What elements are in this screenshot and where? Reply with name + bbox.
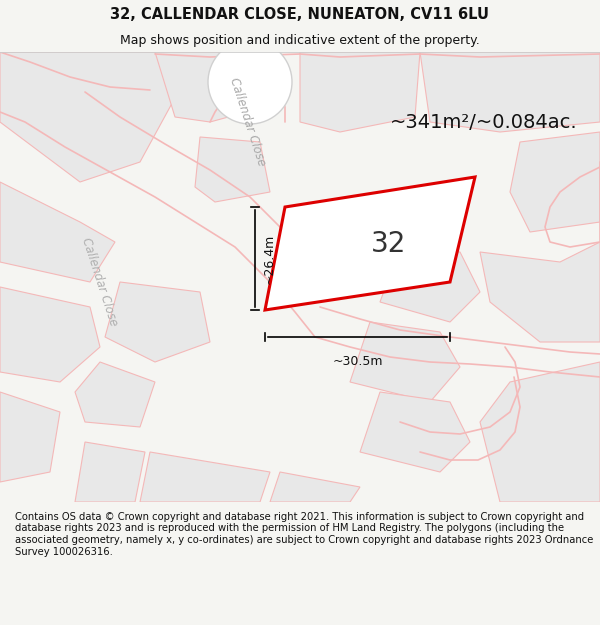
Text: Callendar Close: Callendar Close xyxy=(80,236,121,328)
Text: Contains OS data © Crown copyright and database right 2021. This information is : Contains OS data © Crown copyright and d… xyxy=(15,512,593,557)
Polygon shape xyxy=(350,322,460,402)
Polygon shape xyxy=(380,247,480,322)
Point xyxy=(0,498,5,506)
Text: 32, CALLENDAR CLOSE, NUNEATON, CV11 6LU: 32, CALLENDAR CLOSE, NUNEATON, CV11 6LU xyxy=(110,7,490,22)
Polygon shape xyxy=(75,362,155,427)
Point xyxy=(0,498,5,505)
Polygon shape xyxy=(155,52,270,122)
Text: ~30.5m: ~30.5m xyxy=(332,355,383,368)
Text: ~341m²/~0.084ac.: ~341m²/~0.084ac. xyxy=(390,113,578,132)
Text: ~26.4m: ~26.4m xyxy=(263,233,276,284)
Polygon shape xyxy=(420,52,600,132)
Polygon shape xyxy=(195,137,270,202)
Polygon shape xyxy=(510,132,600,232)
Polygon shape xyxy=(105,282,210,362)
Polygon shape xyxy=(270,472,360,502)
Polygon shape xyxy=(480,362,600,502)
Polygon shape xyxy=(75,442,145,502)
Polygon shape xyxy=(0,182,115,282)
Text: 32: 32 xyxy=(371,230,406,258)
Polygon shape xyxy=(480,242,600,342)
Point xyxy=(0,498,4,505)
Text: Callendar Close: Callendar Close xyxy=(227,76,268,168)
Polygon shape xyxy=(140,452,270,502)
Text: Map shows position and indicative extent of the property.: Map shows position and indicative extent… xyxy=(120,34,480,47)
Polygon shape xyxy=(360,392,470,472)
Polygon shape xyxy=(0,287,100,382)
Point xyxy=(0,498,4,506)
Polygon shape xyxy=(0,392,60,482)
Polygon shape xyxy=(265,177,475,310)
Polygon shape xyxy=(0,52,200,182)
Circle shape xyxy=(208,40,292,124)
Polygon shape xyxy=(300,52,420,132)
